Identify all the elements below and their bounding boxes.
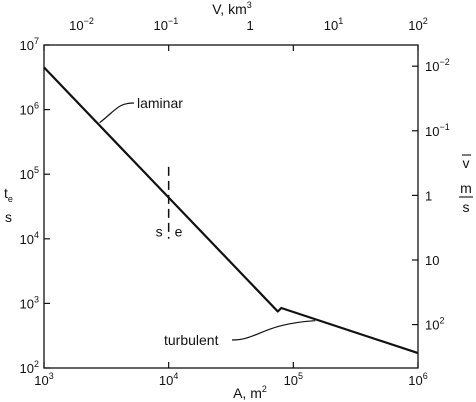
y-axis-title-sub: e bbox=[8, 194, 13, 204]
annotation-laminar: laminar bbox=[137, 95, 183, 111]
top-tick-label-exp: −1 bbox=[168, 16, 178, 26]
y-tick-label-exp: 5 bbox=[34, 165, 39, 175]
x-tick-label-base: 10 bbox=[284, 373, 298, 388]
y-tick-label-base: 10 bbox=[20, 361, 34, 376]
x-tick-label-base: 10 bbox=[34, 373, 48, 388]
top-tick-label-base: 10 bbox=[69, 18, 83, 33]
x-axis-title-sup: 2 bbox=[262, 384, 267, 394]
annotation-e: e bbox=[175, 223, 183, 239]
top-tick-label-exp: 1 bbox=[338, 16, 343, 26]
top-tick-label-base: 10 bbox=[324, 18, 338, 33]
y-tick-label-base: 10 bbox=[20, 103, 34, 118]
top-tick-label-base: 10 bbox=[154, 18, 168, 33]
right-tick-label-base: 1 bbox=[425, 188, 432, 203]
right-tick-label: 10−1 bbox=[425, 122, 450, 139]
top-tick-label-base: 10 bbox=[408, 18, 422, 33]
right-tick-label-exp: 2 bbox=[439, 316, 444, 326]
y-tick-label-exp: 7 bbox=[34, 36, 39, 46]
annotation-turbulent-leader bbox=[231, 320, 316, 341]
right-tick-label-base: 10 bbox=[425, 59, 439, 74]
annotation-turbulent: turbulent bbox=[164, 332, 219, 348]
y-tick-label-exp: 3 bbox=[34, 294, 39, 304]
top-axis-title-text: V, km bbox=[212, 1, 247, 17]
annotation-s: s bbox=[156, 223, 163, 239]
y-tick-label: 103 bbox=[20, 294, 39, 311]
y-tick-label: 104 bbox=[20, 230, 39, 247]
top-tick-label: 101 bbox=[324, 16, 343, 33]
x-axis-title: A, m2 bbox=[233, 384, 267, 401]
right-tick-label: 10−2 bbox=[425, 57, 450, 74]
right-axis-unit-den: s bbox=[463, 199, 470, 215]
right-tick-label-base: 10 bbox=[425, 318, 439, 333]
right-axis-title: v bbox=[463, 155, 470, 171]
right-tick-label-base: 10 bbox=[425, 124, 439, 139]
x-tick-label: 105 bbox=[284, 371, 303, 388]
top-tick-label: 10−1 bbox=[154, 16, 179, 33]
plot-frame bbox=[43, 44, 419, 369]
y-tick-label-base: 10 bbox=[20, 38, 34, 53]
x-tick-label-exp: 5 bbox=[298, 371, 303, 381]
right-tick-label: 10 bbox=[425, 253, 439, 268]
top-tick-label: 1 bbox=[246, 18, 253, 33]
right-tick-label: 102 bbox=[425, 316, 444, 333]
y-tick-label: 105 bbox=[20, 165, 39, 182]
top-tick-label: 10−2 bbox=[69, 16, 94, 33]
right-tick-label-exp: −2 bbox=[439, 57, 449, 67]
top-axis-title: V, km3 bbox=[212, 0, 252, 17]
top-axis-title-sup: 3 bbox=[247, 0, 252, 10]
right-tick-label-base: 10 bbox=[425, 253, 439, 268]
y-tick-label: 106 bbox=[20, 101, 39, 118]
x-tick-label-exp: 6 bbox=[423, 371, 428, 381]
top-tick-label-exp: −2 bbox=[84, 16, 94, 26]
series-line bbox=[43, 66, 419, 355]
y-axis-unit: s bbox=[5, 209, 12, 225]
y-tick-label-exp: 4 bbox=[34, 230, 39, 240]
y-tick-label: 102 bbox=[20, 359, 39, 376]
y-tick-label-base: 10 bbox=[20, 296, 34, 311]
top-tick-label-base: 1 bbox=[246, 18, 253, 33]
right-tick-label: 1 bbox=[425, 188, 432, 203]
top-tick-label-exp: 2 bbox=[423, 16, 428, 26]
y-tick-label: 107 bbox=[20, 36, 39, 53]
y-tick-label-base: 10 bbox=[20, 167, 34, 182]
x-tick-label-exp: 3 bbox=[49, 371, 54, 381]
x-tick-label-base: 10 bbox=[159, 373, 173, 388]
annotation-laminar-leader bbox=[99, 102, 135, 124]
right-axis-unit-num: m bbox=[460, 180, 472, 196]
y-tick-label-exp: 6 bbox=[34, 101, 39, 111]
x-tick-label-base: 10 bbox=[408, 373, 422, 388]
x-tick-label: 103 bbox=[34, 371, 53, 388]
top-tick-label: 102 bbox=[408, 16, 427, 33]
x-tick-label-exp: 4 bbox=[173, 371, 178, 381]
y-axis-title: te bbox=[4, 185, 13, 204]
x-axis-title-text: A, m bbox=[233, 385, 262, 401]
right-tick-label-exp: −1 bbox=[439, 122, 449, 132]
y-tick-label-base: 10 bbox=[20, 232, 34, 247]
x-tick-label: 104 bbox=[159, 371, 178, 388]
y-tick-label-exp: 2 bbox=[34, 359, 39, 369]
x-tick-label: 106 bbox=[408, 371, 427, 388]
y-axis-title-text: t bbox=[4, 185, 8, 201]
